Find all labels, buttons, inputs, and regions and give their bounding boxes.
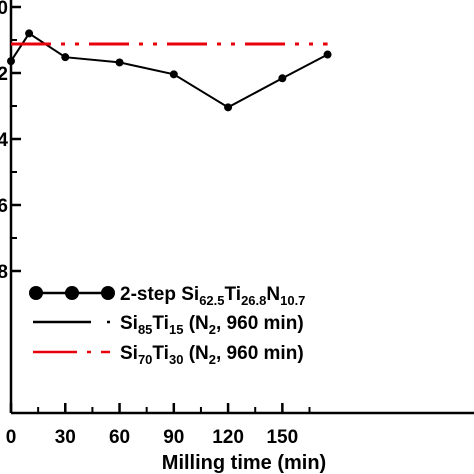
legend-label-series-2: Si85Ti15 (N2, 960 min) [120, 313, 304, 337]
y-tick-label: 6 [0, 196, 8, 217]
data-point [25, 29, 34, 38]
legend-label-series-1: 2-step Si62.5Ti26.8N10.7 [120, 284, 305, 308]
data-point [169, 70, 178, 79]
data-point [115, 58, 124, 67]
data-point [61, 53, 70, 62]
data-point [278, 74, 287, 83]
y-tick-label: 2 [0, 64, 8, 85]
legend-marker-series-1a [29, 286, 43, 300]
x-ticks: 0 30 60 90 120 150 [6, 403, 311, 448]
series-layer [7, 29, 332, 112]
x-tick-label: 150 [266, 427, 298, 448]
legend-entry-series-3: Si70Ti30 (N2, 960 min) [33, 343, 304, 367]
series-line-1 [10, 32, 329, 109]
legend-entry-series-2: Si85Ti15 (N2, 960 min) [33, 313, 304, 337]
legend: 2-step Si62.5Ti26.8N10.7 Si85Ti15 (N2, 9… [29, 284, 305, 367]
legend-marker-series-1c [101, 286, 115, 300]
data-point [7, 57, 15, 66]
y-tick-label: 4 [0, 130, 8, 151]
data-point [224, 103, 233, 112]
y-ticks: 0 2 4 6 8 [0, 0, 21, 283]
data-point [323, 50, 332, 59]
y-tick-label: 8 [0, 262, 8, 283]
x-tick-label: 90 [163, 427, 184, 448]
x-tick-label: 30 [55, 427, 76, 448]
legend-marker-series-1b [65, 286, 79, 300]
legend-label-series-3: Si70Ti30 (N2, 960 min) [120, 343, 304, 367]
x-axis-title: Milling time (min) [162, 452, 326, 474]
x-tick-label: 60 [109, 427, 130, 448]
x-tick-label: 0 [6, 427, 17, 448]
x-tick-label: 120 [212, 427, 244, 448]
legend-entry-series-1: 2-step Si62.5Ti26.8N10.7 [29, 284, 305, 308]
y-tick-label: 0 [0, 0, 8, 19]
